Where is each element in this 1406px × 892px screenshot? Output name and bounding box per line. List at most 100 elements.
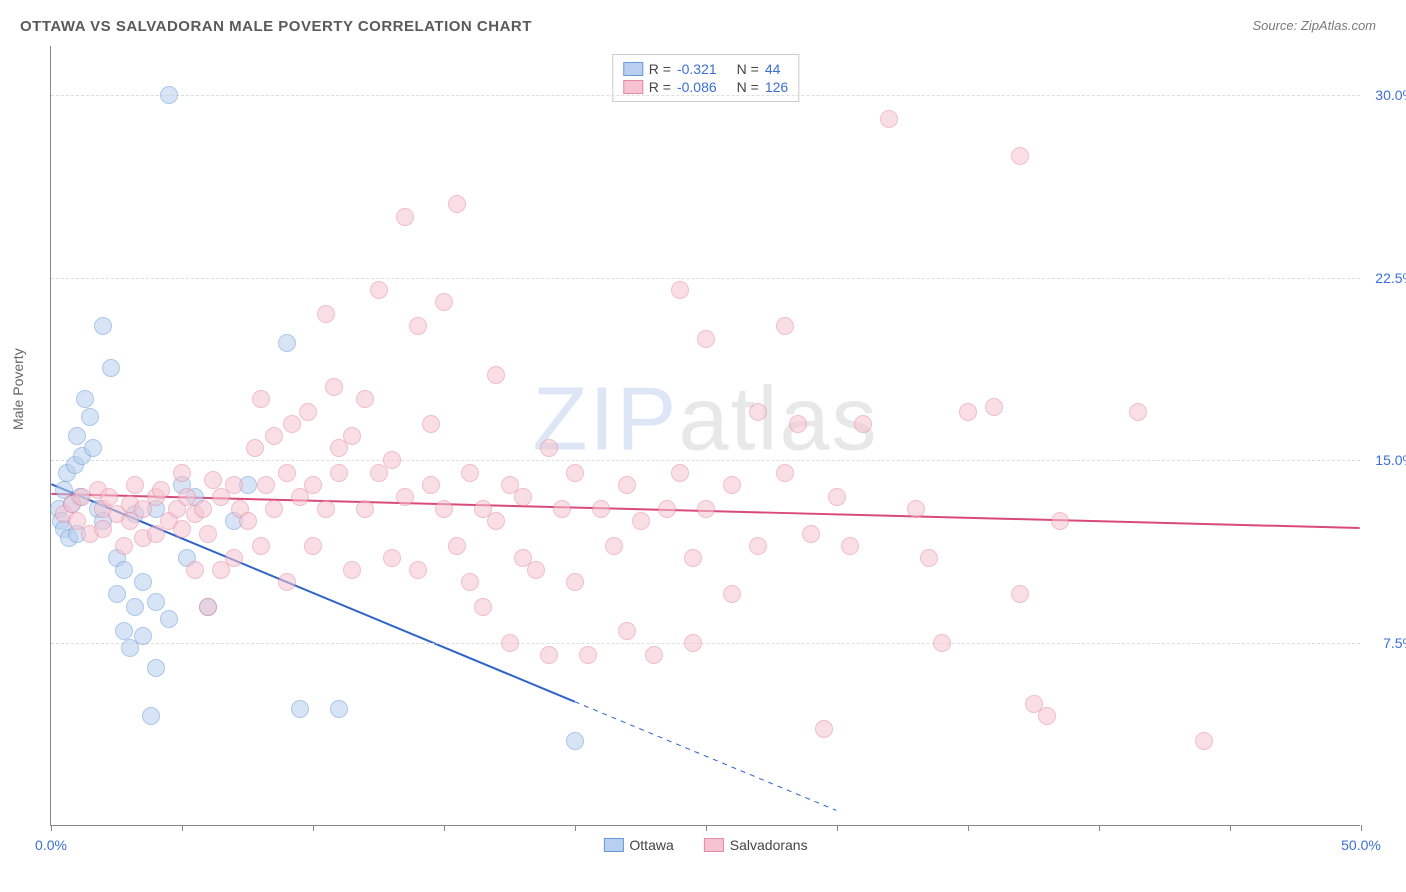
data-point (330, 464, 348, 482)
data-point (985, 398, 1003, 416)
data-point (81, 408, 99, 426)
data-point (304, 476, 322, 494)
data-point (448, 537, 466, 555)
data-point (134, 627, 152, 645)
stat-r-value: -0.086 (677, 79, 717, 95)
data-point (160, 610, 178, 628)
gridline (51, 278, 1360, 279)
data-point (343, 427, 361, 445)
data-point (147, 593, 165, 611)
data-point (409, 561, 427, 579)
data-point (461, 464, 479, 482)
data-point (566, 573, 584, 591)
data-point (396, 208, 414, 226)
y-tick-label: 30.0% (1365, 87, 1406, 103)
data-point (246, 439, 264, 457)
watermark-thin: atlas (678, 369, 878, 469)
data-point (76, 390, 94, 408)
data-point (108, 585, 126, 603)
x-tick-label: 0.0% (35, 837, 67, 853)
y-axis-label: Male Poverty (10, 348, 26, 430)
data-point (540, 646, 558, 664)
data-point (880, 110, 898, 128)
x-tick (51, 825, 52, 831)
data-point (527, 561, 545, 579)
data-point (749, 403, 767, 421)
data-point (383, 549, 401, 567)
data-point (658, 500, 676, 518)
data-point (100, 488, 118, 506)
gridline (51, 460, 1360, 461)
legend-swatch (603, 838, 623, 852)
stat-n-value: 126 (765, 79, 788, 95)
data-point (487, 366, 505, 384)
data-point (435, 293, 453, 311)
data-point (204, 471, 222, 489)
data-point (697, 330, 715, 348)
data-point (461, 573, 479, 591)
data-point (134, 573, 152, 591)
data-point (265, 500, 283, 518)
data-point (317, 305, 335, 323)
plot-area: ZIPatlas R = -0.321N = 44 R = -0.086N = 1… (50, 46, 1360, 826)
data-point (94, 317, 112, 335)
data-point (684, 549, 702, 567)
stat-n-value: 44 (765, 61, 781, 77)
watermark: ZIPatlas (532, 368, 878, 471)
data-point (933, 634, 951, 652)
data-point (605, 537, 623, 555)
x-tick (182, 825, 183, 831)
data-point (776, 464, 794, 482)
gridline (51, 95, 1360, 96)
correlation-legend-row: R = -0.086N = 126 (623, 79, 788, 95)
data-point (199, 525, 217, 543)
stat-label: R = (649, 79, 671, 95)
data-point (632, 512, 650, 530)
source-attribution: Source: ZipAtlas.com (1252, 18, 1376, 33)
data-point (343, 561, 361, 579)
data-point (618, 622, 636, 640)
data-point (225, 476, 243, 494)
data-point (1011, 585, 1029, 603)
data-point (225, 549, 243, 567)
data-point (283, 415, 301, 433)
data-point (356, 390, 374, 408)
data-point (239, 512, 257, 530)
data-point (68, 427, 86, 445)
data-point (126, 476, 144, 494)
data-point (178, 488, 196, 506)
correlation-legend-row: R = -0.321N = 44 (623, 61, 788, 77)
data-point (325, 378, 343, 396)
data-point (540, 439, 558, 457)
data-point (487, 512, 505, 530)
data-point (278, 573, 296, 591)
data-point (959, 403, 977, 421)
x-tick (837, 825, 838, 831)
data-point (299, 403, 317, 421)
data-point (422, 415, 440, 433)
legend-swatch (623, 80, 643, 94)
legend-label: Ottawa (629, 837, 673, 853)
data-point (553, 500, 571, 518)
data-point (173, 520, 191, 538)
data-point (828, 488, 846, 506)
data-point (152, 481, 170, 499)
x-tick (313, 825, 314, 831)
x-tick (575, 825, 576, 831)
gridline (51, 643, 1360, 644)
data-point (1038, 707, 1056, 725)
data-point (723, 476, 741, 494)
x-tick (968, 825, 969, 831)
data-point (102, 359, 120, 377)
stat-r-value: -0.321 (677, 61, 717, 77)
data-point (1195, 732, 1213, 750)
x-tick (706, 825, 707, 831)
data-point (396, 488, 414, 506)
x-tick-label: 50.0% (1341, 837, 1381, 853)
data-point (186, 561, 204, 579)
data-point (142, 707, 160, 725)
data-point (566, 732, 584, 750)
x-tick (1099, 825, 1100, 831)
data-point (383, 451, 401, 469)
y-tick-label: 7.5% (1365, 635, 1406, 651)
